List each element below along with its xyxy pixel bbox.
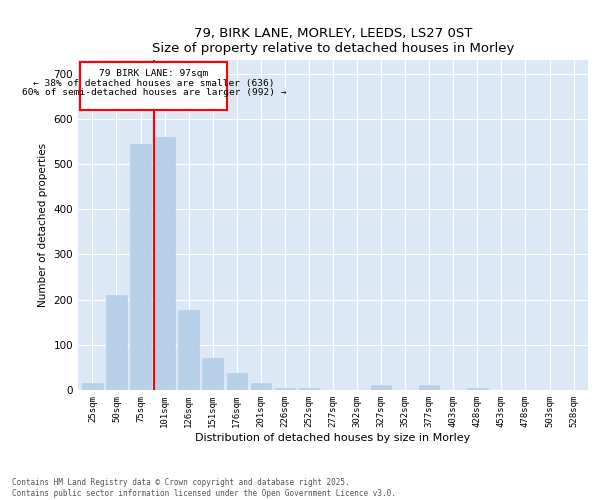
Bar (106, 295, 127, 390)
Bar (467, 388, 488, 390)
Bar (154, 137, 175, 390)
Title: 79, BIRK LANE, MORLEY, LEEDS, LS27 0ST
Size of property relative to detached hou: 79, BIRK LANE, MORLEY, LEEDS, LS27 0ST S… (152, 26, 514, 54)
Bar (82, 383, 103, 390)
Text: ← 38% of detached houses are smaller (636): ← 38% of detached houses are smaller (63… (33, 80, 275, 88)
Y-axis label: Number of detached properties: Number of detached properties (38, 143, 48, 307)
Bar (371, 386, 391, 390)
Bar (178, 310, 199, 390)
Bar (130, 144, 151, 390)
Text: 60% of semi-detached houses are larger (992) →: 60% of semi-detached houses are larger (… (22, 88, 286, 97)
Bar (251, 383, 271, 390)
FancyBboxPatch shape (80, 62, 227, 110)
Bar (419, 384, 439, 390)
Text: Contains HM Land Registry data © Crown copyright and database right 2025.
Contai: Contains HM Land Registry data © Crown c… (12, 478, 396, 498)
X-axis label: Distribution of detached houses by size in Morley: Distribution of detached houses by size … (196, 432, 470, 442)
Bar (299, 388, 319, 390)
Text: 79 BIRK LANE: 97sqm: 79 BIRK LANE: 97sqm (99, 69, 208, 78)
Bar (275, 388, 295, 390)
Bar (202, 358, 223, 390)
Bar (227, 373, 247, 390)
